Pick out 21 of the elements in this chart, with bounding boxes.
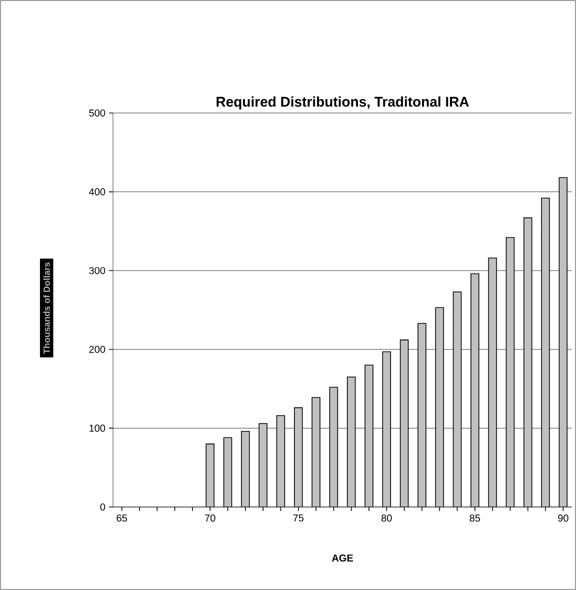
x-tick-label: 75 [293,514,304,522]
bar [276,415,286,507]
bar [223,437,232,507]
bar [346,376,356,507]
x-tick-label: 70 [205,514,216,522]
y-tick-label: 500 [89,109,106,117]
y-axis-title: Thousands of Dollars [43,262,50,354]
chart-title: Required Distributions, Traditonal IRA [216,96,469,110]
y-tick-label: 400 [89,188,106,196]
bar [506,237,515,507]
x-tick-label: 90 [558,514,568,522]
y-tick-label: 200 [89,346,106,353]
y-tick-label: 300 [89,267,106,274]
bar [400,340,409,507]
x-tick-label: 65 [116,514,127,522]
x-tick-label: 80 [382,514,392,522]
x-tick-label: 85 [470,514,480,522]
bar [452,291,462,507]
x-axis-title: AGE [332,554,353,562]
y-tick-label: 100 [90,424,106,432]
y-tick-label: 0 [100,503,106,511]
